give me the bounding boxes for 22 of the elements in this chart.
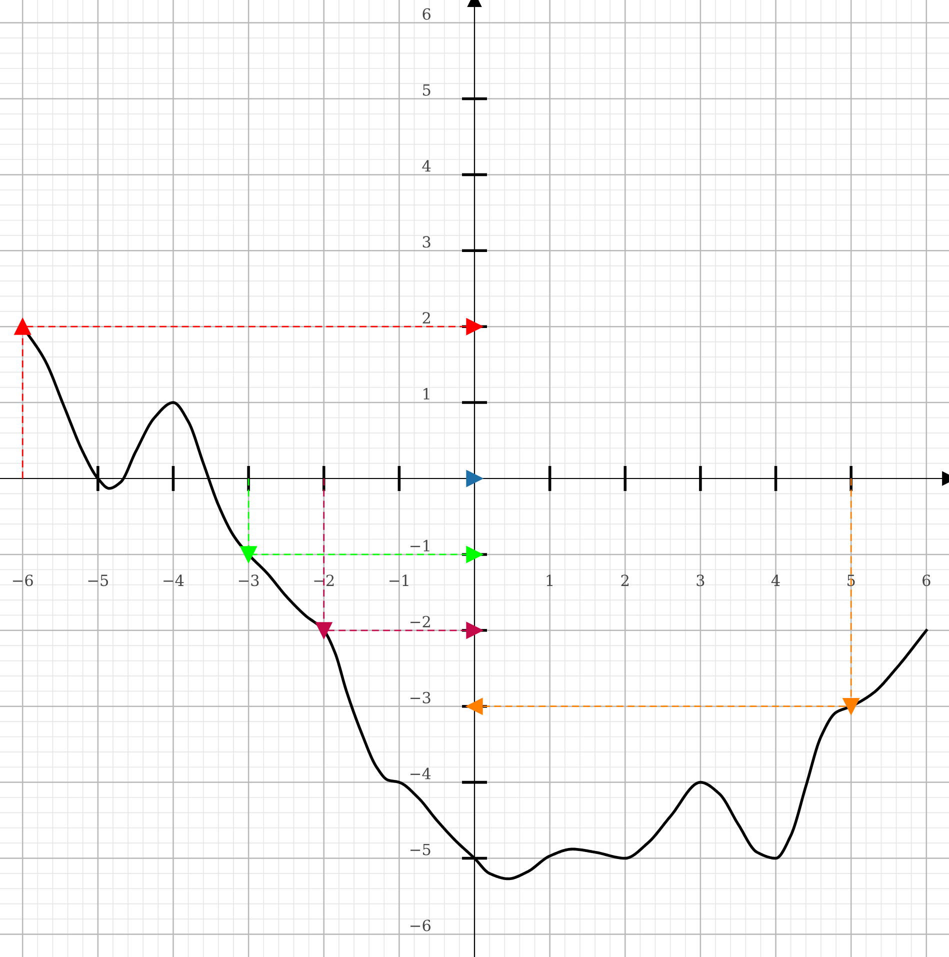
y-tick-label: −5 <box>410 844 430 856</box>
x-tick-label: −4 <box>164 574 184 586</box>
x-tick-label: 3 <box>696 574 704 586</box>
y-tick-label: 6 <box>422 8 430 20</box>
x-tick-label: −1 <box>390 574 408 586</box>
y-tick-label: −6 <box>410 920 430 932</box>
y-tick-label: −1 <box>410 540 430 552</box>
y-tick-label: −3 <box>410 692 430 704</box>
x-tick-label: −3 <box>238 574 259 586</box>
y-tick-label: −4 <box>410 768 431 780</box>
x-tick-label: −5 <box>88 574 108 586</box>
x-tick-label: 6 <box>922 574 930 586</box>
x-tick-label: 4 <box>771 574 780 586</box>
x-tick-label: −6 <box>12 574 33 586</box>
x-tick-label: 2 <box>621 574 628 586</box>
y-tick-label: −2 <box>410 616 430 628</box>
y-tick-label: 4 <box>422 160 431 172</box>
y-tick-label: 3 <box>422 236 430 248</box>
y-tick-label: 1 <box>424 388 430 400</box>
y-tick-label: 2 <box>422 312 430 324</box>
y-tick-label: 5 <box>423 84 430 96</box>
x-tick-label: 1 <box>546 574 553 586</box>
